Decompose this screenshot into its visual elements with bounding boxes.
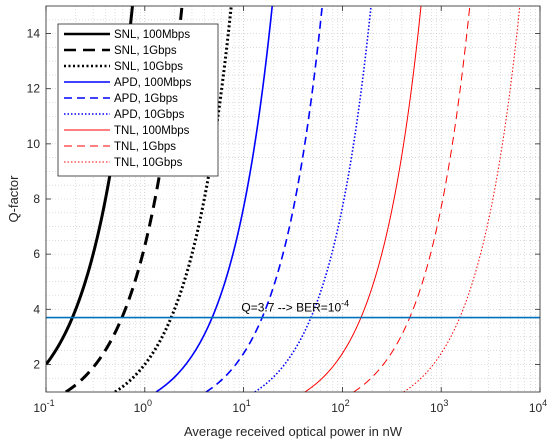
legend-label: SNL, 1Gbps [114,45,177,57]
legend-label: TNL, 10Gbps [114,157,183,169]
legend-label: TNL, 100Mbps [114,125,190,137]
series-line [155,6,274,392]
legend-items: SNL, 100Mbps SNL, 1Gbps SNL, 10Gbps APD, 10… [64,29,192,169]
series-line [304,6,422,392]
y-tick-label: 12 [27,82,41,96]
series-line [353,6,471,392]
legend-label: SNL, 100Mbps [114,29,190,41]
legend-label: SNL, 10Gbps [114,61,183,73]
x-tick-label: 103 [430,398,448,415]
legend-label: APD, 10Gbps [114,109,185,121]
series-line [205,6,324,392]
y-tick-label: 14 [27,27,41,41]
x-tick-label: 101 [232,398,250,415]
series-line [65,6,184,392]
y-axis-title: Q-factor [6,175,21,223]
x-tick-label: 10-1 [33,398,54,415]
x-tick-label: 100 [134,398,152,415]
series-line [403,6,521,392]
y-tick-label: 8 [33,192,40,206]
grid [45,5,541,393]
series-line [254,6,372,392]
reference-label: Q=3.7 --> BER=10-4 [241,299,349,315]
x-tick-labels: 10-1 100 101 102 103 104 [33,398,547,415]
legend-label: APD, 100Mbps [114,77,192,89]
ticks [45,6,541,392]
legend-label: TNL, 1Gbps [114,141,176,153]
x-tick-label: 104 [529,398,547,415]
y-tick-label: 2 [33,357,40,371]
y-tick-label: 10 [27,137,41,151]
y-tick-label: 4 [33,302,40,316]
y-tick-labels: 2 4 6 8 10 12 14 [27,27,41,372]
legend-label: APD, 1Gbps [114,93,178,105]
x-tick-label: 102 [331,398,349,415]
legend: SNL, 100Mbps SNL, 1Gbps SNL, 10Gbps APD, 10… [57,23,219,177]
annotations: Q=3.7 --> BER=10-4 [241,299,349,315]
y-tick-label: 6 [33,247,40,261]
x-axis-title: Average received optical power in nW [184,424,403,439]
